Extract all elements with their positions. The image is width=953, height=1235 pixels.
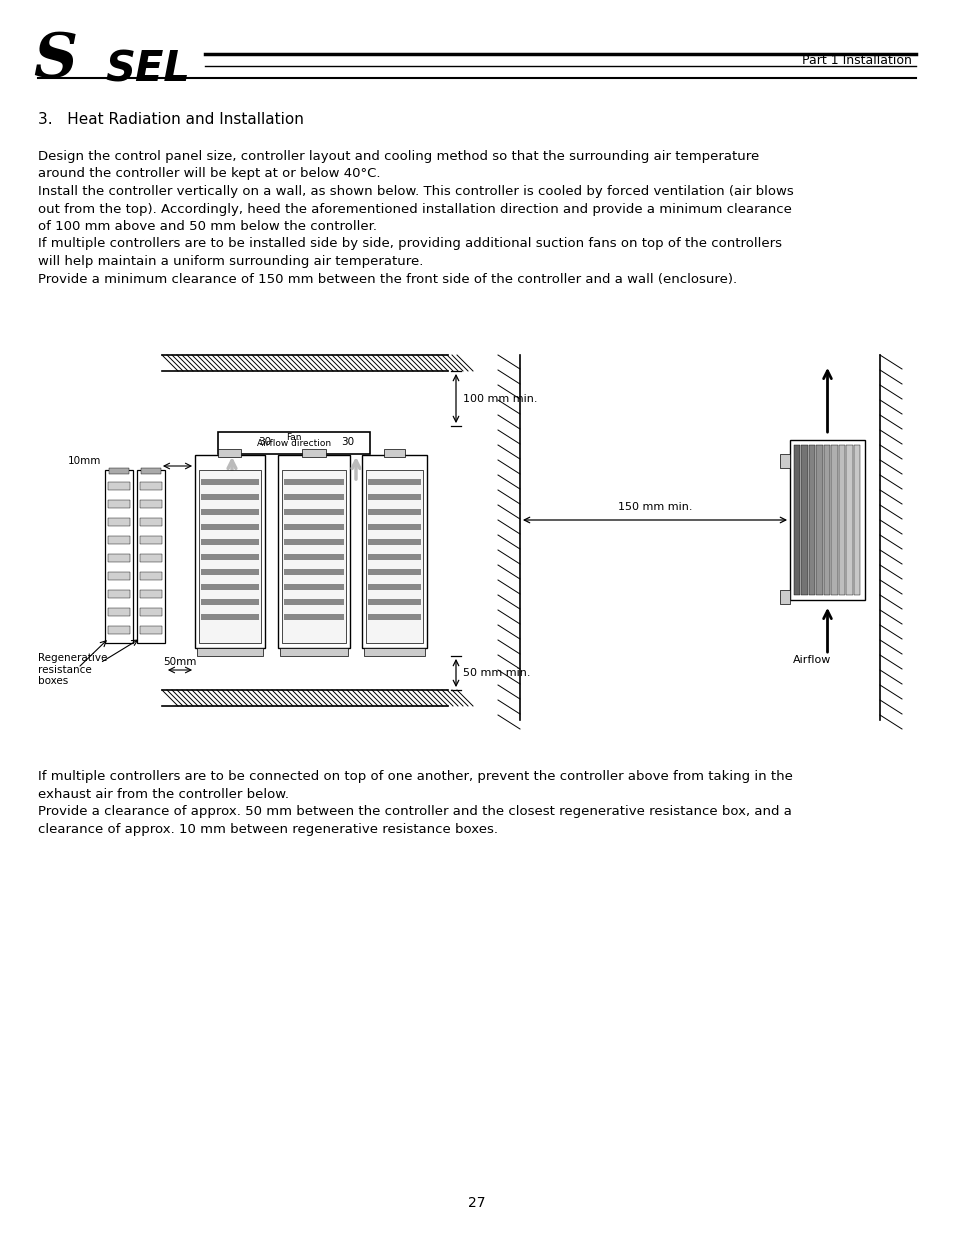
Bar: [830, 445, 837, 595]
Bar: [284, 479, 344, 485]
Text: 30: 30: [258, 437, 272, 447]
Bar: [816, 445, 821, 595]
Bar: [361, 454, 427, 648]
Bar: [140, 626, 162, 634]
Bar: [201, 494, 258, 500]
Bar: [364, 648, 424, 656]
Bar: [284, 538, 344, 545]
Bar: [368, 494, 420, 500]
Bar: [201, 569, 258, 576]
Bar: [808, 445, 815, 595]
Bar: [280, 648, 348, 656]
Bar: [780, 590, 789, 604]
Bar: [140, 536, 162, 543]
Text: 30: 30: [341, 437, 355, 447]
Bar: [108, 590, 130, 598]
Bar: [108, 572, 130, 580]
Bar: [108, 555, 130, 562]
Bar: [780, 454, 789, 468]
Bar: [201, 614, 258, 620]
Bar: [201, 479, 258, 485]
Bar: [789, 440, 864, 600]
Bar: [140, 517, 162, 526]
Bar: [368, 584, 420, 590]
Bar: [368, 555, 420, 559]
Text: Part 1 Installation: Part 1 Installation: [801, 53, 911, 67]
Bar: [108, 517, 130, 526]
Bar: [302, 450, 326, 457]
Bar: [284, 614, 344, 620]
Bar: [108, 608, 130, 616]
Bar: [199, 471, 261, 643]
Text: Airflow direction: Airflow direction: [256, 440, 331, 448]
Bar: [384, 450, 405, 457]
Bar: [368, 479, 420, 485]
Bar: [201, 599, 258, 605]
Text: 50mm: 50mm: [163, 657, 196, 667]
Bar: [822, 445, 829, 595]
Bar: [366, 471, 422, 643]
Text: 100 mm min.: 100 mm min.: [462, 394, 537, 404]
Bar: [141, 468, 161, 474]
Bar: [284, 569, 344, 576]
Bar: [108, 500, 130, 508]
Text: 27: 27: [468, 1195, 485, 1210]
Bar: [201, 509, 258, 515]
Bar: [109, 468, 129, 474]
Text: Design the control panel size, controller layout and cooling method so that the : Design the control panel size, controlle…: [38, 149, 793, 285]
Text: S: S: [33, 30, 77, 90]
Bar: [201, 524, 258, 530]
Bar: [201, 555, 258, 559]
Bar: [201, 538, 258, 545]
Bar: [793, 445, 800, 595]
Bar: [140, 482, 162, 490]
Text: 3.   Heat Radiation and Installation: 3. Heat Radiation and Installation: [38, 112, 304, 127]
Bar: [277, 454, 350, 648]
Bar: [284, 599, 344, 605]
Bar: [137, 471, 165, 643]
Bar: [368, 509, 420, 515]
Bar: [194, 454, 265, 648]
Bar: [140, 572, 162, 580]
Bar: [284, 494, 344, 500]
Bar: [845, 445, 852, 595]
Text: Regenerative
resistance
boxes: Regenerative resistance boxes: [38, 653, 108, 687]
Bar: [108, 626, 130, 634]
Bar: [368, 614, 420, 620]
Bar: [140, 590, 162, 598]
Bar: [284, 584, 344, 590]
Bar: [108, 482, 130, 490]
Text: 50 mm min.: 50 mm min.: [462, 668, 530, 678]
Text: Airflow: Airflow: [792, 655, 830, 664]
Text: Fan: Fan: [286, 432, 301, 441]
Bar: [105, 471, 132, 643]
Bar: [368, 538, 420, 545]
Bar: [140, 500, 162, 508]
Bar: [282, 471, 346, 643]
Bar: [108, 536, 130, 543]
Bar: [196, 648, 263, 656]
Bar: [284, 555, 344, 559]
Bar: [368, 599, 420, 605]
Bar: [284, 524, 344, 530]
Bar: [140, 555, 162, 562]
Bar: [801, 445, 807, 595]
Bar: [218, 432, 370, 454]
Bar: [284, 509, 344, 515]
Bar: [368, 524, 420, 530]
Bar: [218, 450, 241, 457]
Text: SEL: SEL: [105, 48, 190, 90]
Bar: [368, 569, 420, 576]
Text: 150 mm min.: 150 mm min.: [618, 501, 692, 513]
Bar: [838, 445, 844, 595]
Bar: [853, 445, 859, 595]
Text: If multiple controllers are to be connected on top of one another, prevent the c: If multiple controllers are to be connec…: [38, 769, 792, 836]
Bar: [140, 608, 162, 616]
Text: 10mm: 10mm: [68, 456, 101, 466]
Bar: [201, 584, 258, 590]
